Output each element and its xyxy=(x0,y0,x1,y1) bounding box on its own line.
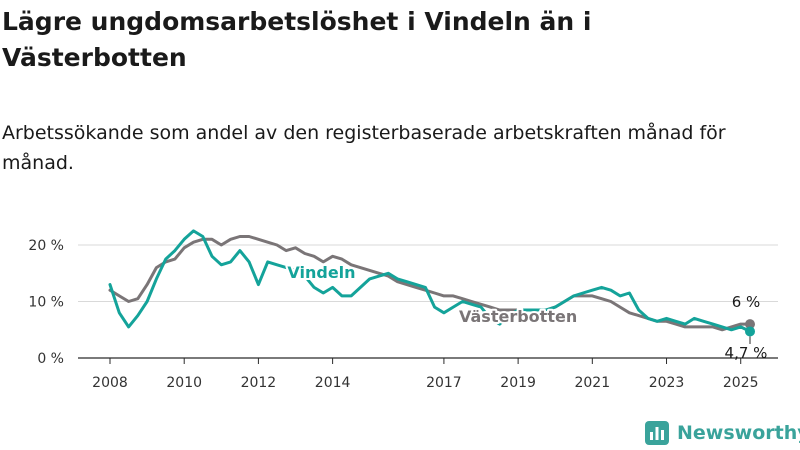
x-tick-label: 2008 xyxy=(92,375,128,391)
end-label-vasterbotten: 6 % xyxy=(732,293,761,311)
x-tick-label: 2023 xyxy=(649,375,685,391)
newsworthy-logo[interactable]: Newsworthy xyxy=(644,420,800,446)
y-gridlines xyxy=(78,244,778,359)
x-tick-label: 2025 xyxy=(723,375,759,391)
series-label-vasterbotten: Västerbotten xyxy=(459,307,577,326)
y-tick-label: 20 % xyxy=(28,238,64,254)
end-label-vindeln: 4,7 % xyxy=(725,344,768,362)
newsworthy-logo-text: Newsworthy xyxy=(677,422,800,444)
x-tick-label: 2017 xyxy=(426,375,462,391)
series-line-vindeln xyxy=(108,229,752,333)
x-tick-label: 2014 xyxy=(315,375,351,391)
x-tick-label: 2021 xyxy=(574,375,610,391)
end-marker-vasterbotten xyxy=(745,319,755,330)
y-tick-label: 10 % xyxy=(28,295,64,311)
series-label-vindeln: Vindeln xyxy=(287,263,355,282)
x-tick-label: 2019 xyxy=(500,375,536,391)
series-lines xyxy=(108,229,755,337)
y-tick-label: 0 % xyxy=(37,351,64,367)
x-tick-label: 2010 xyxy=(166,375,202,391)
series-labels: Vindeln Västerbotten 6 % 4,7 % xyxy=(285,261,768,362)
end-marker-vindeln xyxy=(745,326,755,337)
newsworthy-logo-icon xyxy=(645,421,669,445)
series-line-vasterbotten xyxy=(108,235,752,332)
chart-subtitle: Arbetssökande som andel av den registerb… xyxy=(2,122,726,174)
y-tick-labels: 0 % 10 % 20 % xyxy=(28,238,64,367)
x-tick-label: 2012 xyxy=(241,375,277,391)
chart-title: Lägre ungdomsarbetslöshet i Vindeln än i… xyxy=(2,7,592,72)
x-axis: 2008 2010 2012 2014 2017 2019 2021 2023 2025 xyxy=(92,358,759,391)
